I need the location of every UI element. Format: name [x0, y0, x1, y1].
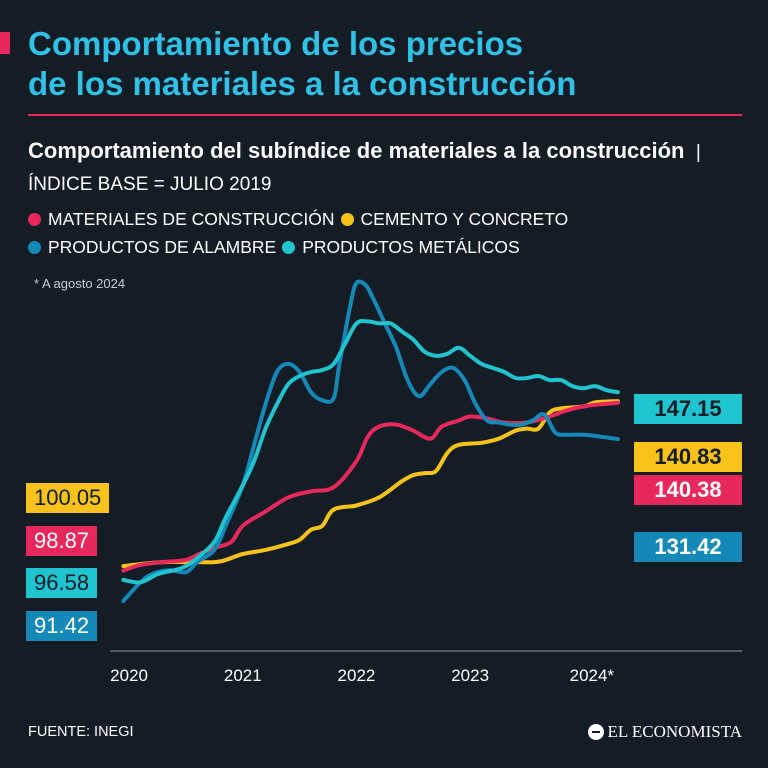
- legend-row-2: PRODUCTOS DE ALAMBRE PRODUCTOS METÁLICOS: [28, 233, 748, 261]
- source-note: FUENTE: INEGI: [28, 724, 134, 740]
- legend-label-materiales: MATERIALES DE CONSTRUCCIÓN: [48, 209, 335, 229]
- legend-item-materiales: MATERIALES DE CONSTRUCCIÓN: [28, 205, 335, 233]
- brand-name: EL ECONOMISTA: [607, 722, 742, 741]
- series-line-materiales: [121, 400, 620, 573]
- main-title-line-2: de los materiales a la construcción: [28, 65, 577, 102]
- main-title: Comportamiento de los precios de los mat…: [28, 24, 748, 104]
- legend-item-metalicos: PRODUCTOS METÁLICOS: [282, 233, 520, 261]
- legend-item-cemento: CEMENTO Y CONCRETO: [340, 205, 569, 233]
- legend-dot-cemento: [340, 212, 354, 226]
- chart-footnote: * A agosto 2024: [34, 276, 126, 291]
- legend-item-alambre: PRODUCTOS DE ALAMBRE: [28, 233, 276, 261]
- subtitle-separator: |: [695, 142, 701, 163]
- end-label-metalicos: 147.15: [634, 394, 742, 424]
- brand-icon: [587, 724, 604, 740]
- legend-label-alambre: PRODUCTOS DE ALAMBRE: [48, 237, 277, 257]
- start-label-cemento: 100.05: [26, 483, 110, 513]
- series-line-metalicos: [121, 319, 620, 585]
- start-label-materiales: 98.87: [26, 526, 98, 556]
- x-tick-label: 2024*: [570, 666, 615, 685]
- start-label-metalicos: 96.58: [26, 568, 98, 598]
- series-line-alambre: [121, 279, 620, 603]
- x-tick-label: 2022: [338, 666, 376, 685]
- legend-dot-metalicos: [282, 240, 296, 254]
- legend-dot-materiales: [28, 212, 41, 226]
- subtitle-base: ÍNDICE BASE = JULIO 2019: [28, 174, 272, 195]
- end-label-alambre: 131.42: [634, 532, 742, 562]
- end-label-cemento: 140.83: [634, 442, 742, 472]
- start-label-alambre: 91.42: [26, 611, 98, 641]
- series-line-cemento: [121, 399, 620, 569]
- legend-label-metalicos: PRODUCTOS METÁLICOS: [302, 237, 520, 257]
- title-accent-bar: [0, 32, 10, 54]
- legend-label-cemento: CEMENTO Y CONCRETO: [360, 209, 569, 229]
- subtitle-bold: Comportamiento del subíndice de material…: [28, 138, 685, 163]
- x-tick-label: 2023: [451, 666, 489, 685]
- legend-dot-alambre: [28, 240, 41, 254]
- x-tick-label: 2020: [110, 666, 148, 685]
- end-label-materiales: 140.38: [634, 475, 742, 505]
- legend: MATERIALES DE CONSTRUCCIÓN CEMENTO Y CON…: [28, 205, 748, 261]
- title-divider: [28, 114, 742, 116]
- brand-logo: EL ECONOMISTA: [587, 722, 742, 742]
- main-title-line-1: Comportamiento de los precios: [28, 25, 524, 62]
- chart-subtitle: Comportamiento del subíndice de material…: [28, 136, 748, 200]
- x-tick-label: 2021: [224, 666, 262, 685]
- legend-row-1: MATERIALES DE CONSTRUCCIÓN CEMENTO Y CON…: [28, 205, 748, 233]
